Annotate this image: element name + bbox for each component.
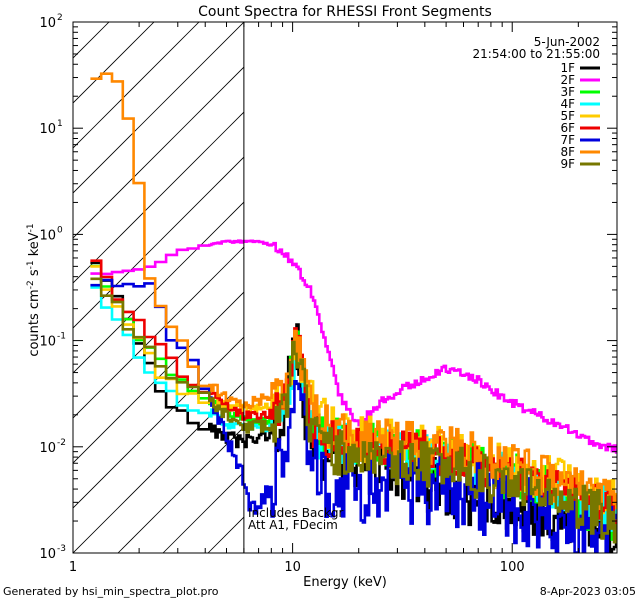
legend-label-4F: 4F bbox=[560, 97, 575, 111]
hatched-region bbox=[73, 0, 640, 553]
chart-title: Count Spectra for RHESSI Front Segments bbox=[198, 4, 492, 20]
legend-label-6F: 6F bbox=[560, 121, 575, 135]
hatch-line bbox=[117, 426, 244, 553]
y-label-counts: counts cm bbox=[27, 289, 42, 356]
hatch-line bbox=[73, 66, 244, 239]
y-tick-label: 10 bbox=[39, 547, 56, 562]
footer-generated-by: Generated by hsi_min_spectra_plot.pro bbox=[3, 585, 219, 598]
y-tick-label: 10 bbox=[39, 122, 56, 137]
legend-label-9F: 9F bbox=[560, 157, 575, 171]
hatch-line bbox=[73, 22, 110, 59]
y-axis-label: counts cm-2 s-1 keV-1 bbox=[26, 223, 42, 356]
x-axis-label: Energy (keV) bbox=[303, 575, 387, 590]
annotation-attenuator: Att A1, FDecim bbox=[248, 518, 338, 532]
annotation-background: Includes Backgr bbox=[248, 506, 343, 520]
hatch-line bbox=[73, 246, 244, 419]
series-line-9F bbox=[90, 277, 617, 544]
hatch-line bbox=[73, 156, 244, 329]
legend-label-3F: 3F bbox=[560, 85, 575, 99]
plot-frame bbox=[72, 21, 618, 554]
hatch-line bbox=[73, 111, 244, 284]
hatch-line bbox=[73, 336, 244, 509]
hatch-line bbox=[73, 22, 155, 104]
y-label-exp1: -2 bbox=[26, 280, 36, 289]
legend-label-7F: 7F bbox=[560, 133, 575, 147]
hatch-line bbox=[568, 0, 640, 553]
legend-label-8F: 8F bbox=[560, 145, 575, 159]
legend-label-2F: 2F bbox=[560, 73, 575, 87]
y-tick-exponent: 1 bbox=[57, 119, 63, 129]
y-label-s: s bbox=[27, 269, 42, 280]
legend-label-1F: 1F bbox=[560, 61, 575, 75]
y-tick-label: 10 bbox=[39, 335, 56, 350]
y-tick-label: 10 bbox=[39, 16, 56, 31]
axis-ticks bbox=[72, 21, 618, 554]
x-tick-label: 100 bbox=[500, 560, 525, 575]
y-label-kev: keV bbox=[27, 232, 42, 260]
y-label-exp2: -1 bbox=[26, 260, 36, 269]
hatch-line bbox=[73, 201, 244, 374]
date-label: 5-Jun-2002 bbox=[534, 35, 600, 49]
y-tick-label: 10 bbox=[39, 228, 56, 243]
series-line-6F bbox=[90, 259, 617, 528]
x-tick-label: 10 bbox=[284, 560, 301, 575]
time-range-label: 21:54:00 to 21:55:00 bbox=[473, 47, 600, 61]
footer-timestamp: 8-Apr-2023 03:05 bbox=[540, 585, 636, 598]
y-tick-exponent: -3 bbox=[57, 544, 66, 554]
hatch-line bbox=[73, 22, 244, 194]
hatch-line bbox=[73, 291, 244, 464]
y-tick-exponent: 2 bbox=[57, 13, 63, 23]
y-tick-label: 10 bbox=[39, 441, 56, 456]
legend-label-5F: 5F bbox=[560, 109, 575, 123]
y-label-exp3: -1 bbox=[26, 223, 36, 232]
hatch-line bbox=[73, 22, 200, 149]
y-tick-exponent: 0 bbox=[57, 225, 63, 235]
y-tick-exponent: -1 bbox=[57, 332, 66, 342]
series-group bbox=[90, 72, 617, 553]
hatch-line bbox=[73, 381, 244, 553]
y-tick-exponent: -2 bbox=[57, 438, 66, 448]
series-line-2F bbox=[90, 239, 617, 454]
x-tick-label: 1 bbox=[69, 560, 77, 575]
